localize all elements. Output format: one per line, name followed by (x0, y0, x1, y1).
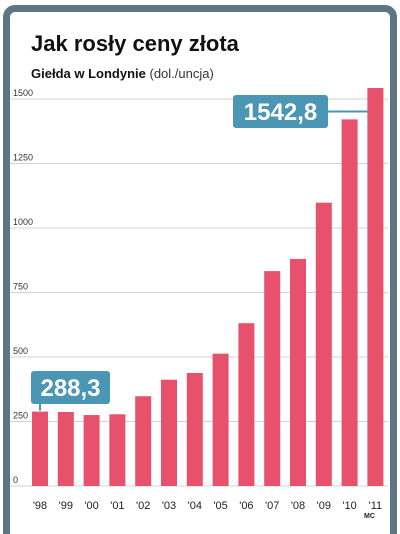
callout-box (31, 371, 110, 404)
x-axis-labels: '98 '99 '00 '01 '02 '03 '04 '05 '06 '07 '08 '09 '10 '… (33, 500, 382, 512)
y-tick-label-1250: 1250 (13, 153, 33, 163)
x-tick-label-04: '04 (188, 500, 202, 512)
x-tick-label-11: '11 (369, 500, 383, 512)
bar-09 (315, 202, 332, 486)
bars-layer (32, 87, 384, 486)
callout-value-label: 1542,8 (244, 99, 317, 126)
y-tick-label-1500: 1500 (13, 88, 33, 98)
x-tick-label-07: '07 (265, 500, 279, 512)
x-tick-label-00: '00 (84, 500, 98, 512)
y-tick-label-0: 0 (13, 475, 18, 485)
bar-11 (367, 87, 384, 486)
bar-08 (290, 258, 306, 486)
bar-05 (212, 353, 229, 486)
subtitle-main: Giełda w Londynie (31, 66, 146, 81)
callout-box (233, 95, 328, 128)
y-tick-label-250: 250 (13, 411, 28, 421)
y-tick-label-1000: 1000 (13, 217, 33, 227)
x-tick-label-05: '05 (213, 500, 227, 512)
chart-title: Jak rosły ceny złota (31, 31, 239, 56)
author-credit: MC (364, 513, 375, 520)
bar-07 (264, 271, 281, 486)
x-tick-label-98: '98 (33, 500, 47, 512)
x-tick-label-09: '09 (317, 500, 331, 512)
bar-06 (238, 323, 255, 486)
x-tick-label-01: '01 (110, 500, 124, 512)
bar-99 (57, 411, 74, 486)
callout-98: 288,3 (31, 371, 110, 411)
x-tick-label-03: '03 (162, 500, 176, 512)
x-tick-label-99: '99 (59, 500, 73, 512)
bar-01 (109, 414, 126, 486)
x-tick-label-02: '02 (136, 500, 150, 512)
callouts-layer: 288,3 1542,8 (31, 95, 368, 411)
chart-subtitle: Giełda w Londynie (dol./uncja) (31, 66, 214, 81)
subtitle-unit: (dol./uncja) (149, 66, 214, 81)
bar-98 (32, 411, 48, 486)
bar-00 (83, 415, 100, 486)
bar-10 (341, 119, 358, 486)
y-tick-label-750: 750 (13, 282, 28, 292)
x-tick-label-10: '10 (342, 500, 356, 512)
y-tick-label-500: 500 (13, 346, 28, 356)
bar-04 (186, 372, 203, 486)
callout-value-label: 288,3 (40, 375, 100, 402)
x-tick-label-06: '06 (239, 500, 253, 512)
bar-03 (161, 379, 177, 486)
bar-02 (135, 396, 152, 486)
callout-11: 1542,8 (233, 95, 368, 128)
x-tick-label-08: '08 (291, 500, 305, 512)
